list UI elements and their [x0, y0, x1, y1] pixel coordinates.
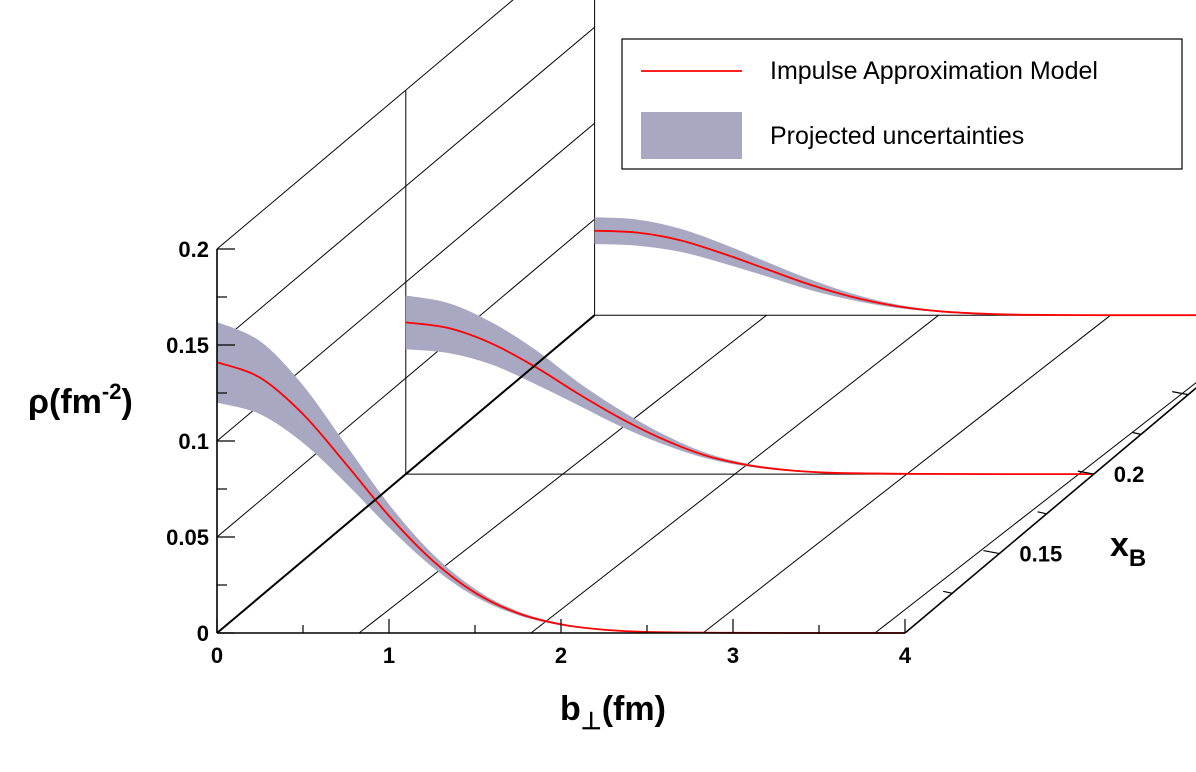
z-minor-tick-0.175 — [1037, 511, 1047, 515]
uncertainty-band-2 — [594, 217, 1196, 316]
z-axis-title: xB — [1110, 526, 1146, 572]
y-tick-label-0: 0 — [197, 621, 209, 646]
back-walls — [216, 0, 596, 538]
z-major-tick-0.150 — [983, 549, 1000, 555]
x-tick-label-2: 2 — [555, 643, 567, 668]
z-major-tick-0.250 — [1172, 391, 1189, 396]
x-tick-label-0: 0 — [211, 643, 223, 668]
floor-gridline-b-0 — [358, 314, 767, 634]
legend: Impulse Approximation Model Projected un… — [621, 38, 1183, 170]
z-tick-label-0: 0.15 — [1019, 542, 1062, 567]
axes — [216, 248, 1196, 634]
x-tick-label-4: 4 — [899, 643, 912, 668]
z-major-tick-0.200 — [1077, 470, 1094, 475]
legend-label-band: Projected uncertainties — [770, 122, 1024, 150]
legend-band-swatch — [641, 112, 742, 159]
model-curve-1 — [405, 321, 1094, 476]
x-tick-label-3: 3 — [727, 643, 739, 668]
model-curves — [216, 229, 1196, 634]
z-minor-tick-0.225 — [1131, 431, 1142, 435]
uncertainty-band-0 — [217, 321, 905, 634]
y-axis-title: ρ(fm-2) — [28, 379, 133, 421]
y-tick-label-2: 0.1 — [178, 429, 209, 454]
z-tick-label-1: 0.2 — [1114, 462, 1145, 487]
model-curve-0 — [216, 361, 906, 634]
z-minor-tick-0.125 — [943, 590, 953, 594]
uncertainty-band-1 — [405, 295, 1094, 475]
y-tick-label-3: 0.15 — [166, 333, 209, 358]
legend-label-model: Impulse Approximation Model — [770, 57, 1098, 85]
floor-depth-axis — [216, 314, 596, 634]
floor-gridline-b-1 — [530, 314, 939, 634]
x-tick-label-1: 1 — [383, 643, 395, 668]
model-curve-2 — [594, 229, 1196, 317]
uncertainty-bands — [217, 217, 1196, 634]
x-axis-title: b⊥(fm) — [560, 690, 666, 735]
y-tick-label-1: 0.05 — [166, 525, 209, 550]
y-tick-label-4: 0.2 — [178, 237, 209, 262]
